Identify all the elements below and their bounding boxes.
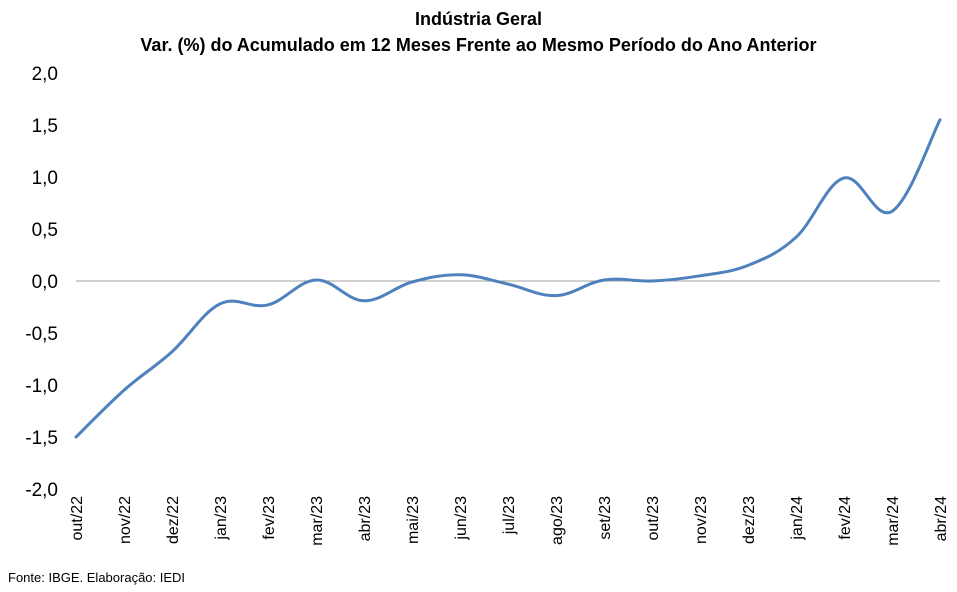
data-point [650, 279, 654, 283]
y-tick-label: 1,0 [32, 168, 58, 189]
chart-title-block: Indústria Geral Var. (%) do Acumulado em… [0, 6, 957, 58]
data-point [890, 209, 894, 213]
data-point [362, 299, 366, 303]
chart-subtitle: Var. (%) do Acumulado em 12 Meses Frente… [140, 35, 817, 55]
data-point [170, 350, 174, 354]
chart-title: Indústria Geral [414, 9, 543, 29]
data-point [938, 118, 942, 122]
x-tick-label: jan/23 [213, 496, 230, 541]
x-tick-label: mar/23 [309, 496, 326, 546]
x-tick-label: mai/23 [405, 496, 422, 544]
x-tick-label: fev/23 [261, 496, 278, 540]
data-point [314, 278, 318, 282]
source-note: Fonte: IBGE. Elaboração: IEDI [8, 570, 186, 585]
x-tick-label: abr/24 [933, 496, 950, 541]
data-point [218, 302, 222, 306]
data-point [842, 176, 846, 180]
data-point [746, 263, 750, 267]
data-point [122, 388, 126, 392]
y-tick-label: -2,0 [25, 480, 58, 501]
x-tick-label: mar/24 [885, 496, 902, 546]
x-tick-label: abr/23 [357, 496, 374, 541]
data-point [698, 274, 702, 278]
data-point [554, 294, 558, 298]
x-tick-label: ago/23 [549, 496, 566, 545]
y-tick-label: -1,5 [25, 428, 58, 449]
data-point [410, 280, 414, 284]
data-point [266, 303, 270, 307]
x-tick-label: jul/23 [501, 496, 518, 535]
x-tick-label: nov/23 [693, 496, 710, 544]
y-tick-label: 0,0 [32, 272, 58, 293]
x-tick-label: nov/22 [117, 496, 134, 544]
y-tick-label: 2,0 [32, 64, 58, 85]
data-point [458, 273, 462, 277]
x-tick-label: out/23 [645, 496, 662, 541]
x-tick-label: dez/23 [741, 496, 758, 544]
x-tick-label: fev/24 [837, 496, 854, 540]
y-tick-label: 0,5 [32, 220, 58, 241]
x-tick-label: jun/23 [453, 496, 470, 541]
y-tick-label: 1,5 [32, 116, 58, 137]
data-point [506, 282, 510, 286]
data-point [74, 435, 78, 439]
y-tick-label: -1,0 [25, 376, 58, 397]
data-point [794, 235, 798, 239]
y-tick-label: -0,5 [25, 324, 58, 345]
x-tick-label: jan/24 [789, 496, 806, 541]
data-point [602, 278, 606, 282]
x-tick-label: dez/22 [165, 496, 182, 544]
series-line [74, 118, 942, 439]
x-tick-label: out/22 [69, 496, 86, 541]
x-tick-label: set/23 [597, 496, 614, 540]
